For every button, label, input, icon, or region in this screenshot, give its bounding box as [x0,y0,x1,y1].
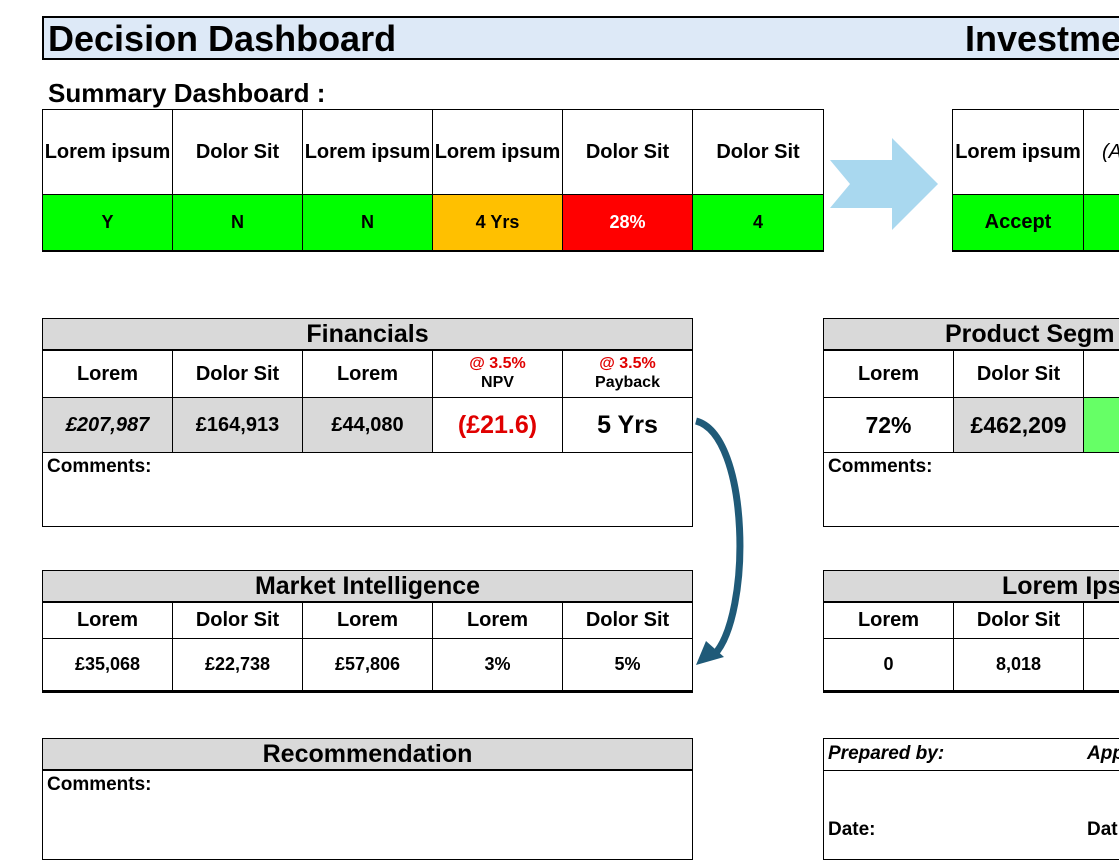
summary-header-6: Dolor Sit [692,109,824,195]
date-label-right: Dat [1087,819,1118,840]
lorem-value-2: 8,018 [953,638,1084,693]
summary-decision-value: Accept [952,194,1084,252]
financials-comments-label: Comments: [47,456,152,477]
lorem-header-3 [1083,602,1119,639]
summary-value-1: Y [42,194,173,252]
summary-header-3: Lorem ipsum [302,109,433,195]
summary-decision-header: Lorem ipsum [952,109,1084,195]
signoff-box[interactable] [823,770,1119,860]
lorem-ips-title: Lorem Ips [823,570,1119,603]
market-value-3: £57,806 [302,638,433,693]
product-value-2: £462,209 [953,397,1084,453]
npv-label: NPV [481,374,514,391]
market-value-2: £22,738 [172,638,303,693]
summary-partial-header: (A [1083,109,1119,195]
dashboard-title: Decision Dashboard [48,18,397,59]
summary-header-2: Dolor Sit [172,109,303,195]
summary-header-5: Dolor Sit [562,109,693,195]
financials-header-1: Lorem [42,350,173,398]
date-label: Date: [828,819,876,840]
product-segment-title: Product Segm [823,318,1119,351]
approved-by-label: App [1087,743,1119,764]
financials-value-1: £207,987 [42,397,173,453]
lorem-header-1: Lorem [823,602,954,639]
financials-payback-value: 5 Yrs [562,397,693,453]
summary-value-2: N [172,194,303,252]
summary-header-1: Lorem ipsum [42,109,173,195]
market-value-5: 5% [562,638,693,693]
financials-payback-header: @ 3.5% Payback [562,350,693,398]
summary-value-3: N [302,194,433,252]
financials-header-2: Dolor Sit [172,350,303,398]
product-value-3 [1083,397,1119,453]
market-value-1: £35,068 [42,638,173,693]
product-header-3 [1083,350,1119,398]
market-header-2: Dolor Sit [172,602,303,639]
lorem-value-3 [1083,638,1119,693]
market-header-4: Lorem [432,602,563,639]
payback-rate: @ 3.5% [599,355,656,372]
financials-header-3: Lorem [302,350,433,398]
financials-value-3: £44,080 [302,397,433,453]
financials-npv-value: (£21.6) [432,397,563,453]
recommendation-title: Recommendation [42,738,693,771]
product-comments-box[interactable] [823,452,1119,527]
investment-title: Investme [965,18,1119,59]
payback-label: Payback [595,374,660,391]
product-header-2: Dolor Sit [953,350,1084,398]
financials-value-2: £164,913 [172,397,303,453]
summary-dashboard-label: Summary Dashboard : [48,78,326,108]
financials-title: Financials [42,318,693,351]
summary-value-5: 28% [562,194,693,252]
summary-partial-value [1083,194,1119,252]
summary-value-4: 4 Yrs [432,194,563,252]
market-header-3: Lorem [302,602,433,639]
product-header-1: Lorem [823,350,954,398]
market-value-4: 3% [432,638,563,693]
market-intelligence-title: Market Intelligence [42,570,693,603]
summary-header-4: Lorem ipsum [432,109,563,195]
financials-comments-box[interactable] [42,452,693,527]
product-value-1: 72% [823,397,954,453]
right-arrow-icon [830,138,938,230]
title-bar [42,16,1119,60]
recommendation-comments-label: Comments: [47,774,152,795]
lorem-header-2: Dolor Sit [953,602,1084,639]
product-comments-label: Comments: [828,456,933,477]
curved-arrow-icon [694,417,744,665]
prepared-by-label: Prepared by: [828,743,945,764]
summary-value-6: 4 [692,194,824,252]
market-header-5: Dolor Sit [562,602,693,639]
financials-npv-header: @ 3.5% NPV [432,350,563,398]
npv-rate: @ 3.5% [469,355,526,372]
lorem-value-1: 0 [823,638,954,693]
market-header-1: Lorem [42,602,173,639]
